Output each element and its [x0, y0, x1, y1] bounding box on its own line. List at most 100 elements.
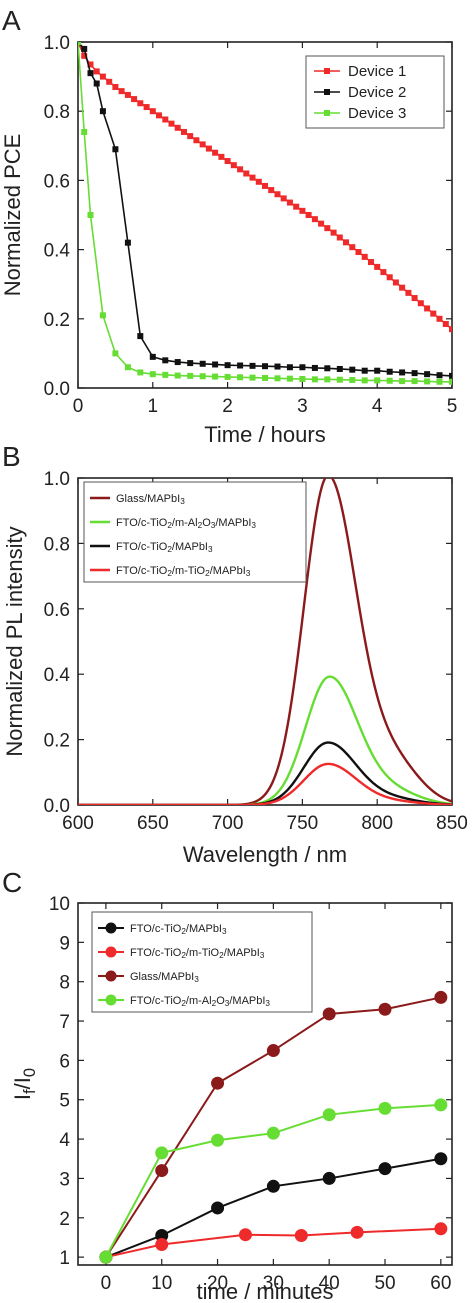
- label-part: 3: [222, 927, 227, 936]
- data-point: [93, 80, 100, 87]
- plot-area: [99, 990, 448, 1264]
- data-point: [268, 187, 275, 194]
- x-tick-label: 4: [372, 396, 383, 417]
- data-point: [224, 362, 231, 369]
- data-point: [205, 145, 212, 152]
- data-point: [386, 377, 393, 384]
- data-point: [237, 362, 244, 369]
- data-point: [405, 289, 412, 296]
- data-point: [311, 364, 318, 371]
- x-axis-label: time / minutes: [197, 1279, 334, 1303]
- x-tick-label: 30: [263, 1273, 284, 1294]
- x-tick-label: 60: [430, 1273, 451, 1294]
- data-point: [449, 378, 452, 385]
- data-point: [294, 1228, 308, 1242]
- legend-entry: FTO/c-TiO2/MAPbI3: [116, 541, 213, 554]
- data-point: [99, 73, 106, 80]
- y-tick-label: 4: [59, 1130, 70, 1151]
- data-point: [162, 371, 169, 378]
- y-tick-label: 0.8: [44, 534, 70, 555]
- data-point: [238, 1228, 252, 1242]
- legend-entry: FTO/c-TiO2/m-TiO2/MAPbI3: [116, 565, 251, 578]
- label-part: 3: [180, 497, 185, 506]
- legend-entry: Device 2: [348, 84, 406, 101]
- label-part: 3: [260, 951, 265, 960]
- x-tick-label: 10: [151, 1273, 172, 1294]
- y-tick-label: 2: [59, 1209, 70, 1230]
- data-point: [137, 369, 144, 376]
- label-part: 3: [208, 545, 213, 554]
- label-part: 2: [167, 569, 172, 578]
- legend-entry: Glass/MAPbI3: [130, 971, 199, 984]
- data-point: [280, 195, 287, 202]
- plot-area: [78, 42, 452, 385]
- series-device-3: [78, 42, 452, 385]
- data-point: [299, 207, 306, 214]
- data-point: [399, 369, 406, 376]
- label-part: 2: [181, 999, 186, 1008]
- series-3: [78, 762, 452, 805]
- legend: FTO/c-TiO2/MAPbI3FTO/c-TiO2/m-TiO2/MAPbI…: [91, 911, 313, 1013]
- data-point: [149, 353, 156, 360]
- data-point: [442, 320, 449, 327]
- data-point: [187, 133, 194, 140]
- label-part: 2: [181, 951, 186, 960]
- data-point: [286, 199, 293, 206]
- panel-b: B 600 650 700 750 800 850 0.0 0.2 0.4 0.6 0.8 1.0 Wav…: [2, 441, 468, 867]
- legend-entry: Device 3: [348, 105, 406, 122]
- label-part: 2: [181, 927, 186, 936]
- data-point: [324, 376, 331, 383]
- series-device-1: [78, 42, 452, 333]
- data-point: [430, 310, 437, 317]
- label-part: /MAPbI: [172, 541, 208, 553]
- data-point: [81, 45, 88, 52]
- data-point: [424, 378, 431, 385]
- label-part: FTO/c-TiO: [130, 995, 182, 1007]
- data-point: [449, 372, 452, 379]
- data-point: [78, 42, 81, 45]
- data-point: [305, 212, 312, 218]
- series-device-2: [78, 42, 452, 379]
- x-axis-label: Time / hours: [204, 422, 325, 447]
- label-part: /I: [10, 1077, 35, 1089]
- legend-marker: [324, 68, 330, 74]
- y-axis-label: If/I0: [10, 1068, 39, 1100]
- label-part: f: [21, 1089, 39, 1094]
- data-point: [417, 300, 424, 307]
- series-line: [78, 675, 452, 805]
- data-point: [266, 1044, 280, 1058]
- label-part: O: [216, 995, 225, 1007]
- label-part: FTO/c-TiO: [116, 541, 168, 553]
- data-point: [355, 249, 362, 256]
- data-point: [434, 990, 448, 1004]
- data-point: [187, 372, 194, 379]
- x-tick-label: 0: [73, 396, 84, 417]
- legend-marker: [105, 994, 117, 1006]
- y-tick-label: 0.2: [44, 310, 70, 331]
- label-part: 3: [211, 521, 216, 530]
- label-part: /MAPbI: [224, 947, 260, 959]
- x-axis-label: Wavelength / nm: [183, 842, 347, 867]
- data-point: [322, 1007, 336, 1021]
- data-point: [174, 124, 181, 131]
- data-point: [211, 1201, 225, 1215]
- data-point: [162, 116, 169, 123]
- x-tick-label: 600: [62, 813, 94, 834]
- x-tick-label: 50: [374, 1273, 395, 1294]
- data-point: [411, 295, 418, 302]
- legend-marker: [324, 110, 330, 116]
- x-tick-label: 800: [361, 813, 393, 834]
- data-point: [349, 377, 356, 384]
- data-point: [237, 166, 244, 173]
- data-point: [311, 216, 318, 223]
- legend-marker: [105, 970, 117, 982]
- legend-entry: FTO/c-TiO2/MAPbI3: [130, 923, 227, 936]
- data-point: [349, 366, 356, 373]
- label-part: Glass/MAPbI: [116, 493, 180, 505]
- y-tick-label: 8: [59, 973, 70, 994]
- data-point: [155, 1146, 169, 1160]
- label-part: 3: [251, 521, 256, 530]
- data-point: [299, 376, 306, 383]
- data-point: [361, 367, 368, 374]
- data-point: [378, 1002, 392, 1016]
